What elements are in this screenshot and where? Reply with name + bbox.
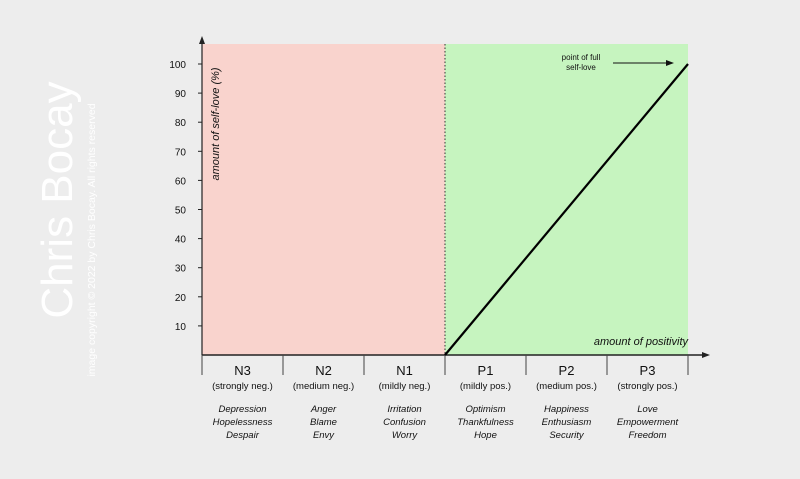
category-emotion: Enthusiasm [542, 417, 592, 428]
category-code: P2 [559, 363, 575, 378]
y-tick-label: 70 [175, 147, 187, 158]
category-emotion: Happiness [544, 404, 589, 415]
annotation-arrow-head [666, 60, 674, 66]
category-desc: (mildly neg.) [379, 381, 431, 392]
x-axis-label: amount of positivity [594, 336, 690, 348]
y-axis-label: amount of self-love (%) [210, 67, 222, 180]
category-emotion: Hope [474, 430, 497, 441]
category-emotion: Worry [392, 430, 419, 441]
category-emotion: Empowerment [617, 417, 679, 428]
category-emotion: Optimism [465, 404, 505, 415]
y-tick-label: 10 [175, 322, 187, 333]
category-code: P3 [640, 363, 656, 378]
x-categories: N3 (strongly neg.) Depression Hopelessness D… [201, 355, 689, 441]
y-tick-label: 40 [175, 235, 187, 246]
annotation-line-2: self-love [566, 63, 596, 72]
category-desc: (medium neg.) [293, 381, 354, 392]
annotation-line-1: point of full [562, 53, 601, 62]
category-emotion: Depression [218, 404, 266, 415]
x-axis-arrow [702, 352, 710, 358]
y-tick-label: 80 [175, 118, 187, 129]
category-code: N2 [315, 363, 332, 378]
y-tick-label: 50 [175, 206, 187, 217]
category-desc: (strongly pos.) [617, 381, 677, 392]
category-desc: (mildly pos.) [460, 381, 511, 392]
watermark-copyright: image copyright © 2022 by Chris Bocay. A… [86, 103, 98, 376]
category-emotion: Freedom [628, 430, 666, 441]
category-emotion: Confusion [383, 417, 426, 428]
category-emotion: Despair [226, 430, 260, 441]
category-emotion: Anger [310, 404, 337, 415]
series-line [444, 63, 689, 356]
y-tick-label: 100 [169, 60, 186, 71]
negative-zone [202, 44, 445, 355]
y-axis-arrow [199, 36, 205, 44]
category-emotion: Hopelessness [213, 417, 273, 428]
category-emotion: Love [637, 404, 658, 415]
category-desc: (strongly neg.) [212, 381, 273, 392]
category-emotion: Blame [310, 417, 337, 428]
category-emotion: Thankfulness [457, 417, 514, 428]
category-code: P1 [478, 363, 494, 378]
category-code: N3 [234, 363, 251, 378]
category-emotion: Envy [313, 430, 335, 441]
y-tick-label: 60 [175, 176, 187, 187]
category-desc: (medium pos.) [536, 381, 597, 392]
y-tick-label: 30 [175, 264, 187, 275]
y-tick-label: 20 [175, 293, 187, 304]
category-emotion: Irritation [387, 404, 421, 415]
y-tick-label: 90 [175, 89, 187, 100]
y-ticks: 10 20 30 40 50 60 70 80 90 100 [169, 60, 202, 333]
watermark-name: Chris Bocay [33, 81, 82, 318]
category-emotion: Security [549, 430, 585, 441]
category-code: N1 [396, 363, 413, 378]
positive-zone [445, 44, 688, 355]
